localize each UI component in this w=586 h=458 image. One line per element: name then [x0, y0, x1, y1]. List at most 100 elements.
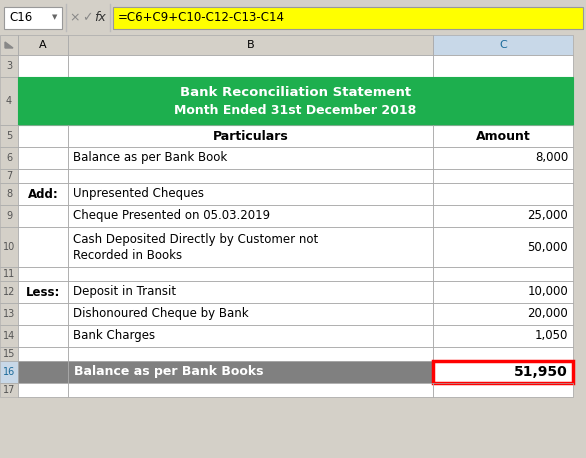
Bar	[0, 183, 18, 205]
Bar	[18, 147, 68, 169]
Bar	[0, 55, 18, 77]
Bar	[68, 267, 433, 281]
Text: 51,950: 51,950	[515, 365, 568, 379]
Text: Less:: Less:	[26, 285, 60, 299]
Text: Add:: Add:	[28, 187, 59, 201]
Bar	[68, 205, 433, 227]
Bar	[0, 147, 18, 169]
Bar	[18, 205, 68, 227]
Text: C16: C16	[9, 11, 32, 24]
Text: Particulars: Particulars	[213, 130, 288, 142]
Bar	[0, 169, 18, 183]
Bar	[433, 35, 573, 55]
Text: 6: 6	[6, 153, 12, 163]
Bar	[18, 205, 68, 227]
Bar	[433, 125, 573, 147]
Bar	[433, 183, 573, 205]
Bar	[433, 183, 573, 205]
Text: 20,000: 20,000	[527, 307, 568, 321]
Bar	[18, 77, 573, 125]
Bar	[0, 281, 18, 303]
Bar	[0, 267, 18, 281]
Text: Unpresented Cheques: Unpresented Cheques	[73, 187, 204, 201]
Text: Deposit in Transit: Deposit in Transit	[73, 285, 176, 299]
Text: 3: 3	[6, 61, 12, 71]
Text: ✓: ✓	[82, 11, 92, 24]
Bar	[0, 383, 18, 397]
Text: C: C	[499, 40, 507, 50]
Bar	[0, 227, 18, 267]
Text: 4: 4	[6, 96, 12, 106]
Text: Amount: Amount	[476, 130, 530, 142]
Text: 50,000: 50,000	[527, 240, 568, 253]
Bar	[0, 383, 18, 397]
Bar	[18, 267, 68, 281]
Bar	[18, 35, 68, 55]
Bar	[0, 169, 18, 183]
Bar	[433, 303, 573, 325]
Bar	[433, 125, 573, 147]
Text: 11: 11	[3, 269, 15, 279]
Bar	[0, 347, 18, 361]
Text: A: A	[39, 40, 47, 50]
Bar	[0, 347, 18, 361]
Text: ×: ×	[70, 11, 80, 24]
Text: 5: 5	[6, 131, 12, 141]
Bar	[0, 281, 18, 303]
Bar	[433, 347, 573, 361]
Text: 15: 15	[3, 349, 15, 359]
Bar	[18, 281, 68, 303]
Bar	[68, 361, 433, 383]
Bar	[68, 183, 433, 205]
Bar	[0, 35, 18, 55]
Bar	[68, 227, 433, 267]
Bar	[0, 35, 18, 55]
Bar	[433, 35, 573, 55]
Bar	[433, 147, 573, 169]
Bar	[433, 325, 573, 347]
Bar	[433, 325, 573, 347]
Bar	[433, 169, 573, 183]
Bar	[433, 169, 573, 183]
Bar	[433, 205, 573, 227]
Bar	[0, 205, 18, 227]
Bar	[68, 383, 433, 397]
Text: 12: 12	[3, 287, 15, 297]
Bar	[0, 303, 18, 325]
Bar	[68, 169, 433, 183]
Bar	[433, 347, 573, 361]
Bar	[68, 361, 433, 383]
Text: 13: 13	[3, 309, 15, 319]
Bar	[0, 227, 18, 267]
Bar	[68, 281, 433, 303]
Bar	[433, 227, 573, 267]
Bar	[18, 77, 573, 125]
Bar	[0, 361, 18, 383]
Text: 25,000: 25,000	[527, 209, 568, 223]
Bar	[0, 77, 18, 125]
Bar	[4, 6, 62, 28]
Bar	[68, 347, 433, 361]
Text: Month Ended 31st December 2018: Month Ended 31st December 2018	[175, 104, 417, 117]
Bar	[0, 147, 18, 169]
Bar	[433, 281, 573, 303]
Bar	[18, 383, 68, 397]
Bar	[0, 303, 18, 325]
Bar	[18, 325, 68, 347]
Text: Cash Deposited Directly by Customer not: Cash Deposited Directly by Customer not	[73, 233, 318, 245]
Text: 8,000: 8,000	[535, 152, 568, 164]
Bar	[68, 125, 433, 147]
Bar	[0, 0, 586, 35]
Bar	[433, 227, 573, 267]
Bar	[0, 325, 18, 347]
Bar	[0, 325, 18, 347]
Bar	[433, 303, 573, 325]
Text: B: B	[247, 40, 254, 50]
Bar	[68, 147, 433, 169]
Bar	[433, 281, 573, 303]
Bar	[433, 383, 573, 397]
Text: 8: 8	[6, 189, 12, 199]
Bar	[18, 55, 68, 77]
Bar	[68, 55, 433, 77]
Text: 10: 10	[3, 242, 15, 252]
